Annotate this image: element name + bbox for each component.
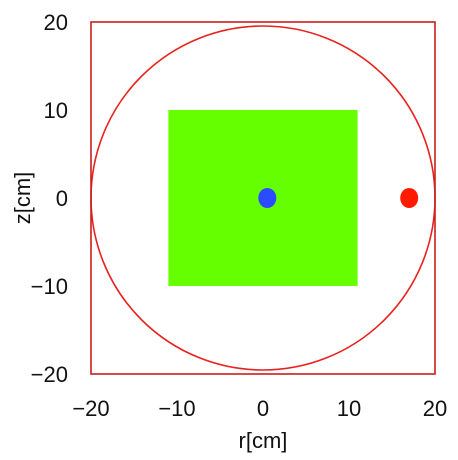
x-tick-label: −20 xyxy=(72,396,109,421)
x-tick-label: 10 xyxy=(337,396,361,421)
x-axis-ticks: −20 −10 0 10 20 xyxy=(72,396,447,421)
y-tick-label: 0 xyxy=(56,186,68,211)
plot-area xyxy=(90,21,436,375)
y-tick-label: 20 xyxy=(44,10,68,35)
x-axis-label: r[cm] xyxy=(239,428,288,453)
x-tick-label: 20 xyxy=(423,396,447,421)
x-tick-label: −10 xyxy=(158,396,195,421)
y-tick-label: 10 xyxy=(44,98,68,123)
source-point-center xyxy=(258,188,277,208)
y-tick-label: −10 xyxy=(31,274,68,299)
x-tick-label: 0 xyxy=(257,396,269,421)
y-axis-label: z[cm] xyxy=(10,172,35,225)
plot-frame xyxy=(90,21,436,375)
source-point-edge xyxy=(400,188,419,208)
y-axis-ticks: 20 10 0 −10 −20 xyxy=(31,10,68,387)
y-tick-label: −20 xyxy=(31,362,68,387)
